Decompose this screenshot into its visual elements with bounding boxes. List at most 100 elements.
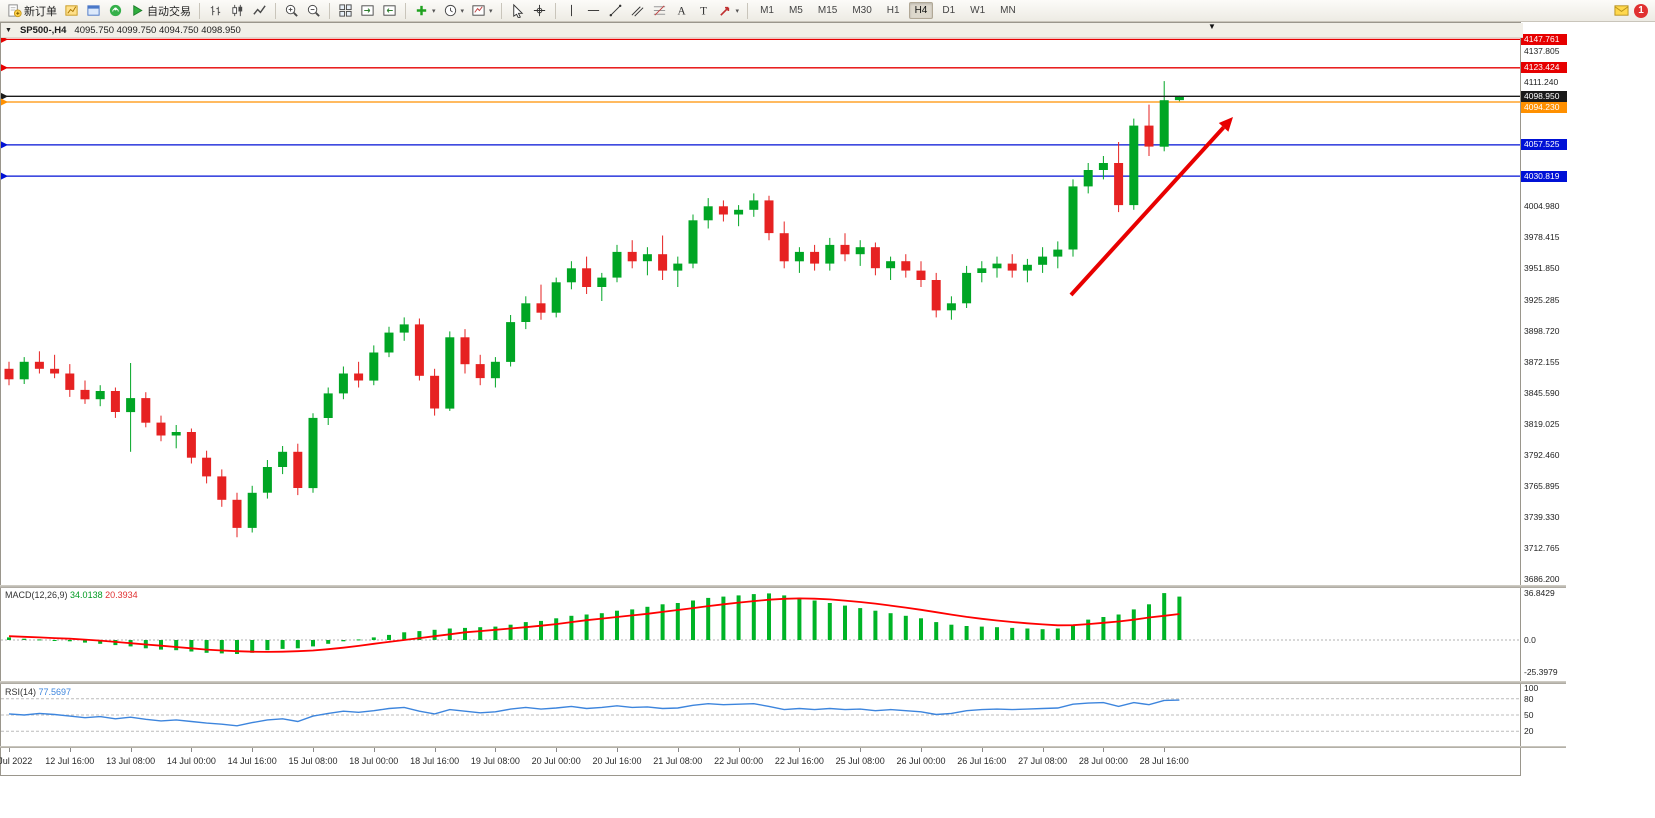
bar-chart-button[interactable] bbox=[205, 2, 226, 20]
timeframe-D1-button[interactable]: D1 bbox=[942, 5, 956, 16]
tile-windows-button[interactable] bbox=[335, 2, 356, 20]
tile-windows-icon bbox=[339, 4, 352, 17]
toolbar-separator bbox=[405, 2, 406, 19]
auto-scroll-button[interactable] bbox=[379, 2, 400, 20]
rsi-canvas[interactable] bbox=[1, 684, 1520, 746]
time-axis-tick bbox=[191, 748, 193, 752]
price-badge: 4030.819 bbox=[1521, 170, 1567, 182]
price-axis-label: 3872.155 bbox=[1524, 356, 1560, 367]
zoom-out-button[interactable] bbox=[303, 2, 324, 20]
add-indicator-button[interactable]: ▾ bbox=[411, 2, 439, 20]
charts-button[interactable] bbox=[61, 2, 82, 20]
price-badge: 4057.525 bbox=[1521, 139, 1567, 151]
timeframe-M1-button[interactable]: M1 bbox=[760, 5, 774, 16]
trendline-button[interactable] bbox=[605, 2, 626, 20]
channel-button[interactable] bbox=[627, 2, 648, 20]
toolbar-separator bbox=[275, 2, 276, 19]
price-axis-label: 3712.765 bbox=[1524, 543, 1560, 553]
periods-button[interactable]: ▾ bbox=[440, 2, 468, 20]
timeframe-H1-button[interactable]: H1 bbox=[886, 5, 900, 16]
vertical-line-button[interactable] bbox=[561, 2, 582, 20]
line-chart-button[interactable] bbox=[249, 2, 270, 20]
price-axis-label: 3739.330 bbox=[1524, 511, 1560, 522]
chart-menu-caret-icon[interactable]: ▼ bbox=[5, 26, 12, 34]
text-icon: A bbox=[677, 6, 686, 18]
horizontal-line-button[interactable] bbox=[583, 2, 604, 20]
label-button[interactable]: T bbox=[693, 2, 714, 20]
macd-pane[interactable] bbox=[1, 588, 1520, 681]
rsi-pane[interactable] bbox=[1, 684, 1520, 746]
time-axis-label: 18 Jul 16:00 bbox=[410, 756, 460, 766]
toolbar-separator bbox=[554, 2, 556, 19]
candlestick-chart-button[interactable] bbox=[227, 2, 248, 20]
timeframe-W1-button[interactable]: W1 bbox=[970, 5, 986, 16]
time-axis-tick bbox=[373, 748, 375, 752]
time-axis-tick bbox=[252, 748, 254, 752]
pane-splitter[interactable] bbox=[0, 681, 1566, 684]
crosshair-button[interactable] bbox=[529, 2, 550, 20]
time-axis-tick bbox=[434, 748, 436, 752]
time-axis[interactable]: 12 Jul 2022 12 Jul 16:00 13 Jul 08:00 14 Ju… bbox=[0, 748, 1520, 776]
label-icon: T bbox=[700, 6, 707, 18]
data-window-button[interactable] bbox=[83, 2, 104, 20]
arrows-button[interactable]: ▾ bbox=[715, 2, 743, 20]
dropdown-caret-icon: ▾ bbox=[432, 7, 436, 15]
trend-arrow-annotation[interactable] bbox=[1069, 117, 1233, 297]
time-axis-tick bbox=[130, 748, 132, 752]
auto-scroll-icon bbox=[383, 5, 396, 16]
rsi-axis-label: 80 bbox=[1524, 693, 1534, 704]
time-axis-label: 28 Jul 16:00 bbox=[1139, 756, 1189, 766]
time-axis-label: 14 Jul 00:00 bbox=[166, 756, 216, 766]
price-axis-label: 3845.590 bbox=[1524, 387, 1560, 398]
new-order-icon bbox=[8, 4, 22, 18]
templates-button[interactable]: ▾ bbox=[468, 2, 496, 20]
time-axis-tick bbox=[738, 748, 740, 752]
bar-chart-icon bbox=[210, 5, 221, 16]
main-chart-canvas[interactable] bbox=[1, 24, 1520, 585]
notification-badge[interactable]: 1 bbox=[1634, 3, 1648, 18]
price-axis-label: 3898.720 bbox=[1524, 325, 1560, 336]
price-badge: 4123.424 bbox=[1521, 62, 1567, 74]
time-axis-tick bbox=[677, 748, 679, 752]
pane-splitter[interactable] bbox=[0, 585, 1566, 588]
zoom-in-button[interactable] bbox=[281, 2, 302, 20]
timeframe-H4-button[interactable]: H4 bbox=[908, 2, 934, 19]
time-axis-label: 19 Jul 08:00 bbox=[470, 756, 520, 766]
timeframe-M30-button[interactable]: M30 bbox=[852, 5, 872, 16]
cursor-button[interactable] bbox=[507, 2, 528, 20]
price-axis[interactable]: 4137.805 4111.240 4004.980 3978.415 3951.850… bbox=[1520, 22, 1568, 776]
fibonacci-button[interactable] bbox=[649, 2, 670, 20]
price-axis-label: 3951.850 bbox=[1524, 263, 1560, 274]
autotrading-button[interactable]: 自动交易 bbox=[127, 2, 194, 20]
macd-signal-line bbox=[8, 597, 1180, 653]
toolbar-separator bbox=[329, 2, 330, 19]
pane-splitter[interactable] bbox=[0, 746, 1566, 748]
community-button[interactable] bbox=[105, 2, 126, 20]
timeframe-MN-button[interactable]: MN bbox=[1000, 5, 1016, 16]
price-levels-layer[interactable] bbox=[1, 35, 1520, 180]
price-axis-label: 3925.285 bbox=[1524, 294, 1560, 305]
chart-title-bar: ▼ SP500-,H4 4095.750 4099.750 4094.750 4… bbox=[1, 23, 1523, 38]
macd-canvas[interactable] bbox=[1, 588, 1520, 681]
macd-signal-value: 20.3934 bbox=[105, 590, 138, 600]
timeframe-M15-button[interactable]: M15 bbox=[817, 5, 838, 16]
time-axis-label: 20 Jul 00:00 bbox=[531, 756, 581, 766]
price-axis-label: 4137.805 bbox=[1524, 46, 1560, 56]
time-axis-label: 27 Jul 08:00 bbox=[1018, 756, 1068, 766]
time-axis-tick bbox=[556, 748, 558, 752]
one-click-panel-caret-icon[interactable]: ▼ bbox=[1208, 22, 1216, 31]
support-line-2-left-marker bbox=[1, 172, 8, 180]
price-axis-label: 4111.240 bbox=[1524, 77, 1559, 88]
timeframe-M5-button[interactable]: M5 bbox=[788, 5, 803, 16]
time-axis-label: 21 Jul 08:00 bbox=[653, 756, 703, 766]
time-axis-label: 18 Jul 00:00 bbox=[349, 756, 399, 766]
text-button[interactable]: A bbox=[671, 2, 692, 20]
time-axis-tick bbox=[495, 748, 497, 752]
time-axis-tick bbox=[617, 748, 618, 752]
chart-shift-button[interactable] bbox=[357, 2, 378, 20]
zoom-in-icon bbox=[285, 4, 298, 17]
macd-histogram bbox=[7, 593, 1182, 654]
chart-shift-icon bbox=[361, 5, 374, 16]
new-order-button[interactable]: 新订单 bbox=[4, 2, 60, 20]
main-chart-pane[interactable] bbox=[1, 24, 1520, 585]
